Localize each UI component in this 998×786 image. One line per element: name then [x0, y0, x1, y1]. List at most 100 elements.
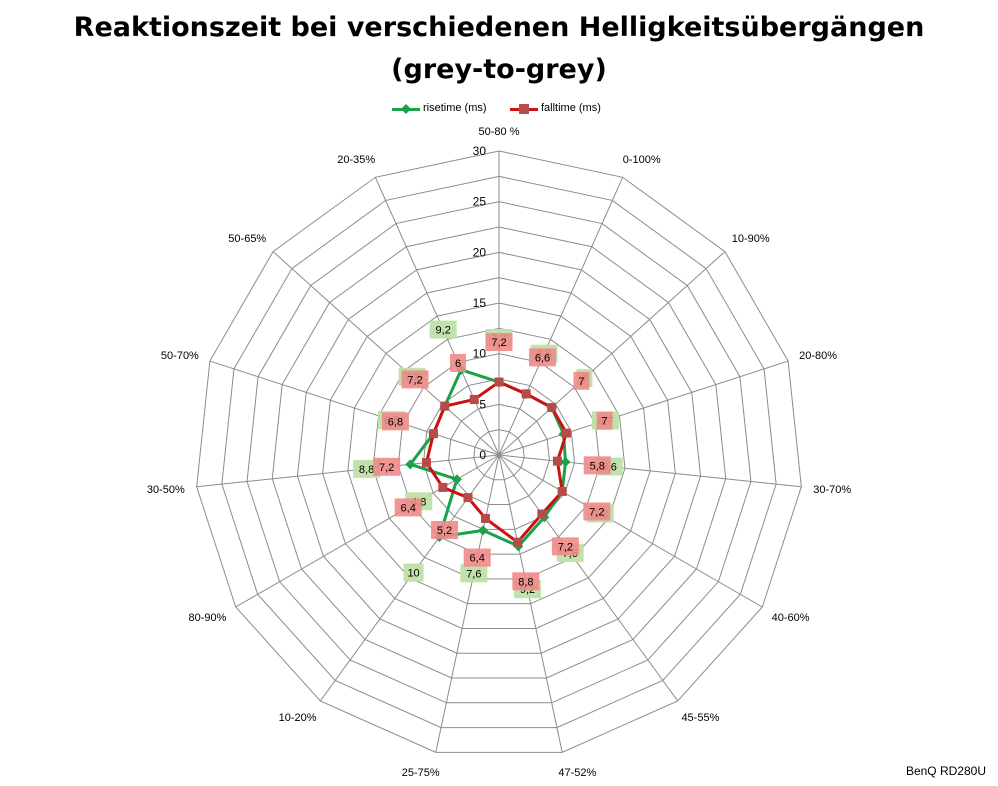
data-point-falltime [438, 482, 448, 492]
r-tick-label: 30 [473, 144, 487, 158]
data-label-risetime: 7,6 [466, 568, 481, 580]
grid-spoke [498, 454, 679, 702]
data-label-bg-falltime [596, 411, 613, 430]
legend-marker-falltime [519, 104, 529, 114]
grid-spoke [196, 454, 500, 488]
data-point-falltime [547, 403, 557, 413]
data-point-falltime [561, 428, 571, 438]
grid-spoke [498, 251, 726, 456]
data-label-risetime: 10 [407, 568, 419, 580]
category-label: 47-52% [558, 767, 596, 779]
data-point-falltime [521, 389, 531, 399]
grid-ring [397, 353, 601, 555]
data-label-risetime: 8,8 [359, 464, 374, 476]
data-label-falltime: 7,2 [379, 462, 394, 474]
data-label-bg-falltime [401, 370, 429, 389]
r-tick-label: 15 [473, 296, 487, 310]
grid-ring [271, 226, 727, 679]
data-point-risetime [405, 459, 416, 470]
grid-ring [221, 175, 777, 729]
data-label-bg-risetime [403, 563, 424, 582]
data-label-falltime: 7,2 [558, 541, 573, 553]
category-label: 80-90% [188, 612, 226, 624]
grid-spoke [498, 454, 802, 488]
data-point-falltime [513, 537, 523, 547]
grid-ring [448, 403, 550, 506]
r-tick-label: 10 [473, 347, 487, 361]
data-label-falltime: 7 [601, 416, 607, 428]
grid-spoke [498, 177, 624, 456]
data-label-falltime: 7,2 [407, 374, 422, 386]
data-point-risetime [451, 474, 462, 485]
category-label: 20-35% [337, 154, 375, 166]
data-label-bg-falltime [373, 457, 401, 476]
category-label: 50-70% [161, 350, 199, 362]
grid-ring [246, 201, 752, 704]
data-label-bg-risetime [429, 320, 457, 339]
grid-ring [347, 302, 651, 605]
data-label-bg-risetime [460, 564, 488, 583]
data-label-bg-falltime [431, 520, 459, 539]
r-tick-label: 5 [479, 397, 486, 411]
grid-spoke [209, 360, 500, 456]
data-point-falltime [440, 401, 450, 411]
category-label: 50-65% [228, 233, 266, 245]
data-point-falltime [481, 513, 491, 523]
grid-ring [296, 251, 702, 654]
chart-title-line2: (grey-to-grey) [391, 54, 607, 85]
grid-spoke [374, 177, 500, 456]
data-label-bg-falltime [394, 498, 422, 517]
category-label: 10-90% [732, 233, 770, 245]
data-label-falltime: 6,4 [470, 553, 485, 565]
category-label: 30-70% [813, 484, 851, 496]
data-label-bg-falltime [573, 371, 590, 390]
data-point-falltime [537, 509, 547, 519]
grid-ring [473, 429, 525, 481]
data-label-falltime: 6 [455, 358, 461, 370]
grid-spoke [498, 360, 789, 456]
data-label-bg-falltime [381, 412, 409, 431]
grid-spoke [498, 454, 763, 608]
data-point-risetime [477, 525, 488, 536]
grid-ring [322, 277, 676, 629]
r-tick-label: 0 [479, 448, 486, 462]
legend-marker-risetime [401, 104, 411, 114]
r-tick-label: 25 [473, 195, 487, 209]
chart-title-line1: Reaktionszeit bei verschiedenen Helligke… [73, 12, 925, 43]
legend-label-risetime: risetime (ms) [423, 102, 487, 114]
data-label-falltime: 7,2 [491, 337, 506, 349]
grid-spoke [435, 454, 500, 753]
category-label: 30-50% [147, 484, 185, 496]
data-point-falltime [494, 377, 504, 387]
data-label-bg-falltime [450, 353, 467, 372]
data-label-falltime: 7 [578, 376, 584, 388]
grid-spoke [498, 454, 563, 753]
brand-label: BenQ RD280U [905, 764, 986, 778]
data-label-bg-falltime [485, 333, 513, 352]
category-label: 40-60% [772, 612, 810, 624]
data-label-bg-falltime [583, 502, 611, 521]
category-label: 20-80% [799, 350, 837, 362]
data-point-falltime [557, 486, 567, 496]
category-label: 45-55% [681, 712, 719, 724]
data-point-falltime [469, 394, 479, 404]
data-label-bg-falltime [551, 537, 579, 556]
grid-ring [196, 150, 802, 753]
category-label: 25-75% [402, 767, 440, 779]
data-point-falltime [463, 493, 473, 503]
data-label-bg-falltime [583, 456, 611, 475]
data-label-falltime: 6,8 [388, 416, 403, 428]
category-label: 50-80 % [479, 126, 520, 138]
data-point-falltime [428, 429, 438, 439]
data-label-falltime: 6,4 [401, 502, 416, 514]
data-point-falltime [421, 458, 431, 468]
data-label-bg-falltime [512, 572, 540, 591]
grid-ring [372, 327, 626, 580]
series-line-falltime [424, 380, 568, 544]
data-label-falltime: 8,8 [518, 576, 533, 588]
legend-label-falltime: falltime (ms) [541, 102, 601, 114]
data-label-risetime: 9,2 [436, 325, 451, 337]
data-label-bg-falltime [528, 348, 556, 367]
data-point-risetime [560, 456, 571, 467]
